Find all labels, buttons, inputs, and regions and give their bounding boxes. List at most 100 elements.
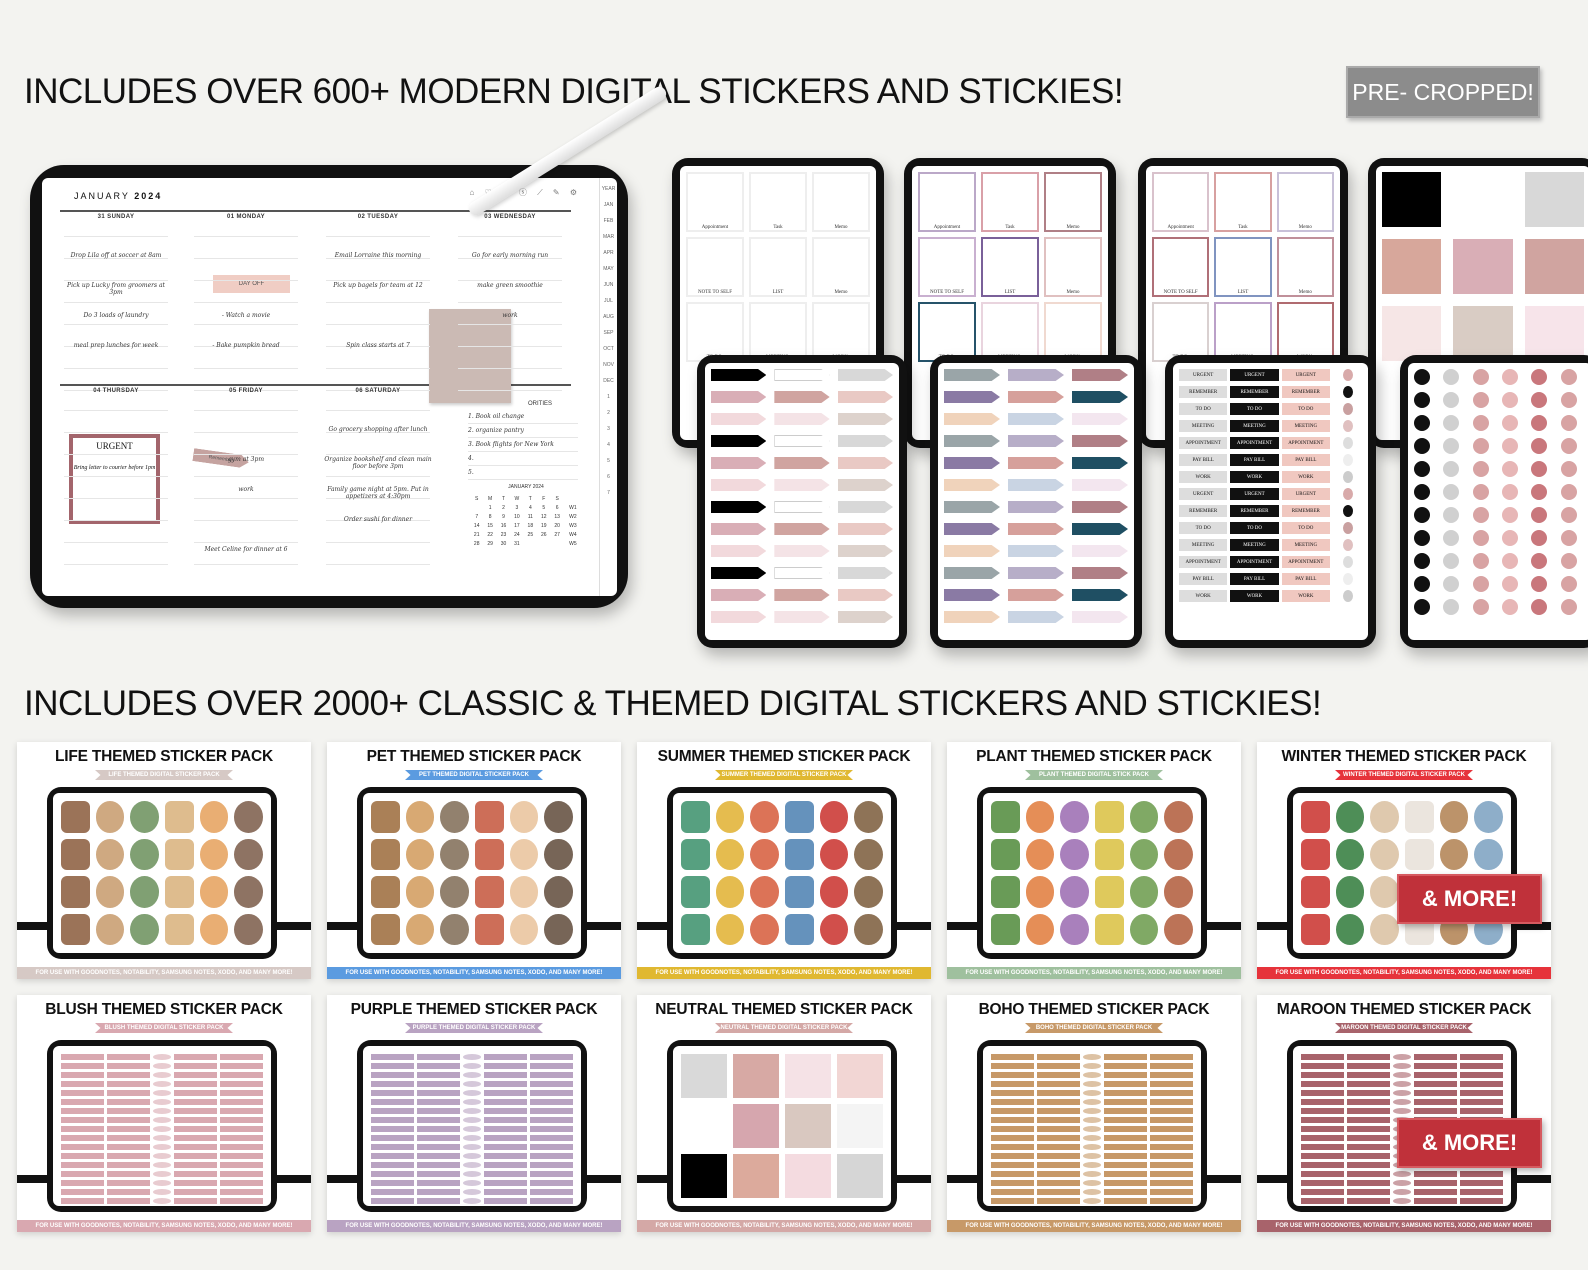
- calendar-date[interactable]: 6: [555, 504, 559, 511]
- calendar-date[interactable]: 7: [475, 513, 479, 520]
- icon-sticker[interactable]: [1531, 461, 1548, 477]
- month-tab[interactable]: AUG: [603, 314, 614, 320]
- icon-sticker[interactable]: [1502, 553, 1518, 569]
- month-tab[interactable]: OCT: [603, 346, 614, 352]
- color-swatch[interactable]: [1524, 239, 1584, 294]
- flag-sticker[interactable]: [1072, 523, 1128, 535]
- label-sticker[interactable]: PAY BILL: [1281, 454, 1330, 466]
- calendar-date[interactable]: 3: [515, 504, 519, 511]
- sticky-note[interactable]: Appointment: [1152, 172, 1210, 232]
- color-swatch[interactable]: [1524, 306, 1584, 361]
- icon-sticker[interactable]: [1443, 484, 1460, 500]
- label-sticker[interactable]: TO DO: [1281, 522, 1330, 534]
- icon-sticker[interactable]: [1443, 507, 1460, 523]
- dot-sticker[interactable]: [1342, 522, 1353, 534]
- calendar-date[interactable]: W1: [569, 504, 577, 511]
- sticker-pack-card[interactable]: BOHO THEMED STICKER PACK BOHO THEMED DIGI…: [947, 995, 1241, 1232]
- month-tab[interactable]: JUL: [604, 298, 613, 304]
- icon-sticker[interactable]: [1560, 392, 1577, 408]
- dot-sticker[interactable]: [1342, 420, 1353, 432]
- sticky-note[interactable]: Appointment: [918, 172, 976, 232]
- sticky-note[interactable]: WORK:: [1044, 302, 1102, 362]
- icon-sticker[interactable]: [1443, 461, 1460, 477]
- sticker-pack-card[interactable]: PURPLE THEMED STICKER PACK PURPLE THEMED …: [327, 995, 621, 1232]
- calendar-date[interactable]: 18: [527, 522, 534, 529]
- flag-sticker[interactable]: [711, 589, 767, 601]
- calendar-date[interactable]: 25: [527, 531, 534, 538]
- flag-sticker[interactable]: [1008, 567, 1064, 579]
- month-tab[interactable]: SEP: [603, 330, 614, 336]
- sticky-note[interactable]: MEETING:: [981, 302, 1039, 362]
- sticky-note[interactable]: Task: [1214, 172, 1272, 232]
- icon-sticker[interactable]: [1443, 415, 1460, 431]
- sticky-note[interactable]: LIST: [981, 237, 1039, 297]
- calendar-date[interactable]: [470, 503, 483, 512]
- flag-sticker[interactable]: [1008, 369, 1064, 381]
- day-off-sticker[interactable]: DAY OFF: [213, 275, 290, 293]
- label-sticker[interactable]: URGENT: [1230, 369, 1279, 381]
- icon-sticker[interactable]: [1560, 576, 1577, 592]
- flag-sticker[interactable]: [837, 545, 893, 557]
- icon-sticker[interactable]: [1414, 461, 1430, 477]
- flag-sticker[interactable]: [774, 435, 830, 447]
- sticky-note[interactable]: NOTE TO SELF: [686, 237, 744, 297]
- dot-sticker[interactable]: [1342, 590, 1353, 602]
- calendar-date[interactable]: 2: [502, 504, 505, 511]
- flag-sticker[interactable]: [944, 589, 1000, 601]
- dot-sticker[interactable]: [1342, 471, 1353, 483]
- label-sticker[interactable]: WORK: [1230, 471, 1279, 483]
- flag-sticker[interactable]: [1008, 501, 1064, 513]
- label-sticker[interactable]: MEETING: [1281, 539, 1330, 551]
- color-swatch[interactable]: [1453, 306, 1513, 361]
- dot-sticker[interactable]: [1342, 556, 1353, 568]
- icon-sticker[interactable]: [1414, 507, 1430, 523]
- calendar-date[interactable]: 20: [554, 522, 560, 529]
- icon-sticker[interactable]: [1414, 369, 1430, 385]
- calendar-date[interactable]: 31: [514, 540, 520, 547]
- sticky-note[interactable]: Memo: [812, 237, 870, 297]
- calendar-date[interactable]: [537, 539, 550, 548]
- icon-sticker[interactable]: [1531, 599, 1548, 615]
- flag-sticker[interactable]: [837, 501, 893, 513]
- icon-sticker[interactable]: [1472, 415, 1489, 431]
- flag-sticker[interactable]: [1072, 545, 1128, 557]
- sticky-note[interactable]: Memo: [1044, 237, 1102, 297]
- month-tab[interactable]: 4: [607, 442, 610, 448]
- flag-sticker[interactable]: [837, 391, 893, 403]
- flag-sticker[interactable]: [1072, 369, 1128, 381]
- calendar-date[interactable]: 13: [554, 513, 560, 520]
- icon-sticker[interactable]: [1414, 392, 1430, 408]
- icon-sticker[interactable]: [1531, 576, 1548, 592]
- flag-sticker[interactable]: [711, 611, 767, 623]
- calendar-date[interactable]: 15: [487, 522, 493, 529]
- icon-sticker[interactable]: [1502, 576, 1518, 592]
- month-tab[interactable]: 6: [607, 474, 610, 480]
- flag-sticker[interactable]: [1072, 479, 1128, 491]
- month-tab[interactable]: 2: [607, 410, 610, 416]
- sticky-note[interactable]: Task: [981, 172, 1039, 232]
- calendar-date[interactable]: 21: [473, 531, 480, 538]
- icon-sticker[interactable]: [1531, 507, 1548, 523]
- sticky-note[interactable]: LIST: [749, 237, 807, 297]
- flag-sticker[interactable]: [774, 369, 830, 381]
- label-sticker[interactable]: WORK: [1179, 471, 1228, 483]
- flag-sticker[interactable]: [711, 545, 767, 557]
- month-tab[interactable]: JUN: [603, 282, 614, 288]
- calendar-date[interactable]: 17: [514, 522, 520, 529]
- icon-sticker[interactable]: [1531, 530, 1548, 546]
- label-sticker[interactable]: APPOINTMENT: [1230, 556, 1279, 568]
- month-tab[interactable]: 7: [607, 490, 610, 496]
- flag-sticker[interactable]: [837, 479, 893, 491]
- month-tab[interactable]: FEB: [603, 218, 614, 224]
- flag-sticker[interactable]: [944, 435, 1000, 447]
- flag-sticker[interactable]: [944, 501, 1000, 513]
- label-sticker[interactable]: URGENT: [1230, 488, 1279, 500]
- label-sticker[interactable]: WORK: [1281, 471, 1330, 483]
- month-tab[interactable]: YEAR: [601, 186, 616, 192]
- month-tab[interactable]: APR: [603, 250, 614, 256]
- calendar-date[interactable]: 27: [554, 531, 560, 538]
- calendar-date[interactable]: 5: [542, 504, 546, 511]
- month-tab[interactable]: DEC: [603, 378, 614, 384]
- icon-sticker[interactable]: [1502, 530, 1518, 546]
- label-sticker[interactable]: PAY BILL: [1281, 573, 1330, 585]
